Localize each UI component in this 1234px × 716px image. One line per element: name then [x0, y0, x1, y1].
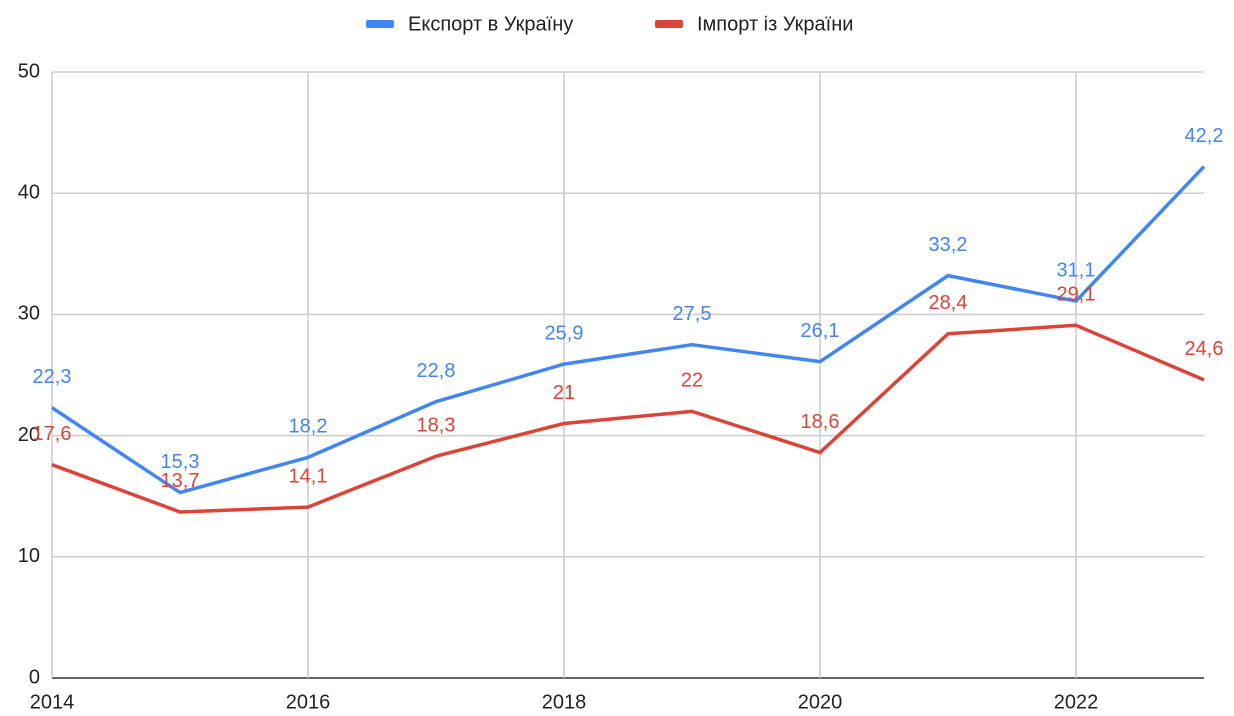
- legend-swatch: [655, 20, 683, 28]
- data-label: 18,2: [289, 416, 328, 438]
- y-tick-label: 50: [18, 60, 40, 82]
- data-label: 29,1: [1057, 284, 1096, 306]
- x-tick-label: 2014: [30, 691, 75, 713]
- y-tick-label: 20: [18, 424, 40, 446]
- y-tick-label: 0: [29, 666, 40, 688]
- legend-label: Експорт в Україну: [408, 13, 573, 35]
- line: [51, 165, 1206, 495]
- data-label: 22,8: [417, 360, 456, 382]
- y-tick-label: 10: [18, 545, 40, 567]
- data-label: 22: [681, 370, 703, 392]
- y-tick-label: 40: [18, 181, 40, 203]
- data-label: 15,3: [161, 451, 200, 473]
- line: [51, 323, 1205, 514]
- x-tick-label: 2018: [542, 691, 587, 713]
- data-label: 27,5: [673, 303, 712, 325]
- x-tick-label: 2020: [798, 691, 843, 713]
- x-tick-label: 2022: [1054, 691, 1099, 713]
- y-tick-label: 30: [18, 303, 40, 325]
- data-label: 33,2: [929, 234, 968, 256]
- data-label: 31,1: [1057, 259, 1096, 281]
- data-label: 24,6: [1185, 338, 1224, 360]
- data-label: 18,6: [801, 411, 840, 433]
- data-label: 21: [553, 382, 575, 404]
- data-label: 25,9: [545, 322, 584, 344]
- data-label: 22,3: [33, 366, 72, 388]
- data-label: 18,3: [417, 414, 456, 436]
- data-label: 13,7: [161, 470, 200, 492]
- legend-swatch: [366, 20, 394, 28]
- data-label: 28,4: [929, 292, 968, 314]
- legend-label: Імпорт із України: [697, 13, 853, 35]
- data-label: 26,1: [801, 320, 840, 342]
- data-label: 42,2: [1185, 125, 1224, 147]
- x-tick-label: 2016: [286, 691, 331, 713]
- data-label: 17,6: [33, 423, 72, 445]
- data-label: 14,1: [289, 465, 328, 487]
